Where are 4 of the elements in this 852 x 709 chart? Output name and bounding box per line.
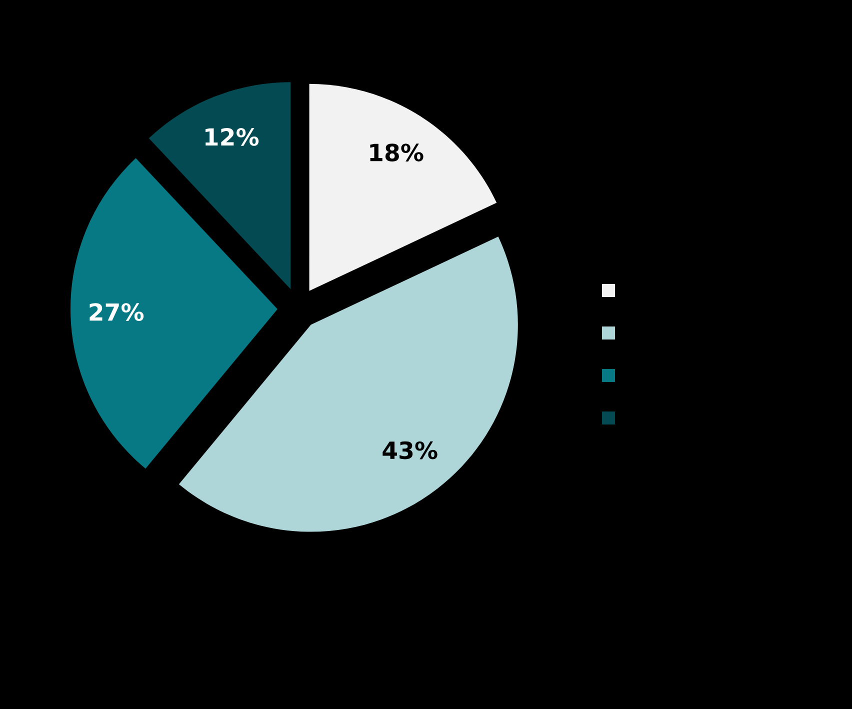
data-label: 43%: [382, 441, 438, 460]
data-label: 27%: [90, 303, 144, 321]
data-label: 12%: [206, 128, 259, 146]
data-label: 18%: [370, 144, 424, 162]
